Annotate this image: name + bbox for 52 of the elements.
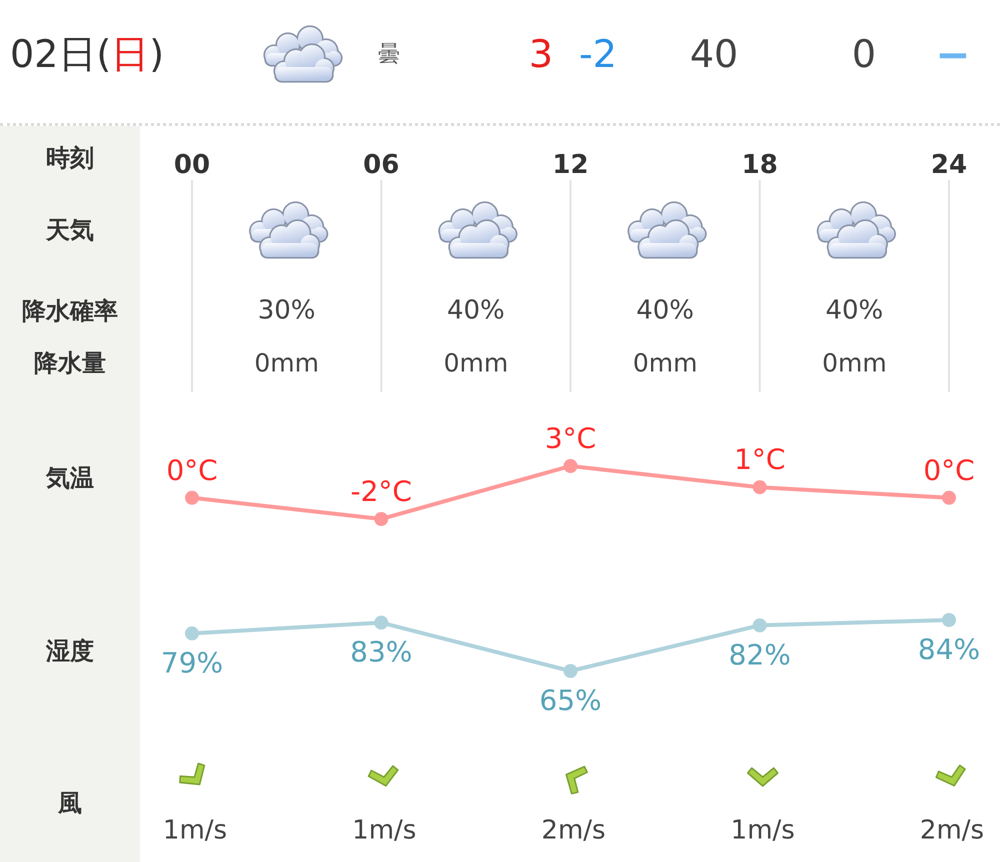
point — [185, 626, 199, 640]
text: 曇 — [378, 42, 400, 68]
text: 1m/s — [730, 816, 795, 846]
text: 天気 — [46, 216, 94, 244]
text: 40% — [446, 296, 505, 326]
point — [942, 490, 956, 505]
x-tick-label: 12 — [552, 150, 589, 180]
point — [752, 480, 767, 494]
point — [564, 459, 578, 473]
text: 02日(日) — [10, 32, 164, 76]
point — [374, 616, 388, 630]
text: 0 — [852, 32, 876, 76]
text: 40% — [825, 296, 884, 326]
point — [752, 618, 767, 632]
text: 降水確率 — [22, 296, 118, 325]
text: 0mm — [632, 348, 698, 378]
text: 風 — [58, 788, 82, 817]
point — [185, 490, 199, 505]
x-axis-title: 時刻 — [46, 144, 94, 172]
data-label: 79% — [160, 646, 224, 679]
text: 40 — [690, 32, 738, 76]
text: − — [935, 30, 971, 79]
text: 30% — [258, 296, 316, 326]
text: 0mm — [254, 348, 319, 378]
text: 湿度 — [46, 636, 94, 665]
point — [374, 512, 388, 526]
data-label: 82% — [728, 638, 791, 671]
text: 2m/s — [920, 816, 984, 846]
text: 気温 — [46, 464, 94, 492]
x-tick-label: 24 — [930, 150, 968, 180]
text: 0mm — [822, 348, 887, 378]
text: -2 — [579, 32, 617, 76]
x-tick-label: 06 — [363, 150, 400, 180]
text: 1m/s — [352, 816, 416, 846]
data-label: 1°C — [734, 442, 786, 476]
data-label: -2°C — [350, 474, 412, 508]
data-label: 84% — [918, 632, 980, 666]
data-label: 65% — [539, 684, 602, 716]
data-label: 3°C — [544, 422, 596, 454]
x-tick-label: 18 — [742, 150, 778, 180]
text: 2m/s — [541, 816, 606, 846]
data-label: 0°C — [923, 453, 975, 486]
point — [942, 613, 956, 627]
text: 40% — [636, 296, 694, 326]
data-label: 0°C — [166, 453, 218, 486]
point — [564, 664, 578, 678]
x-tick-label: 00 — [174, 150, 210, 180]
text: 3 — [528, 32, 554, 76]
data-label: 83% — [350, 635, 412, 668]
text: 降水量 — [34, 348, 106, 377]
text: 1m/s — [162, 816, 228, 846]
text: 0mm — [444, 348, 508, 378]
